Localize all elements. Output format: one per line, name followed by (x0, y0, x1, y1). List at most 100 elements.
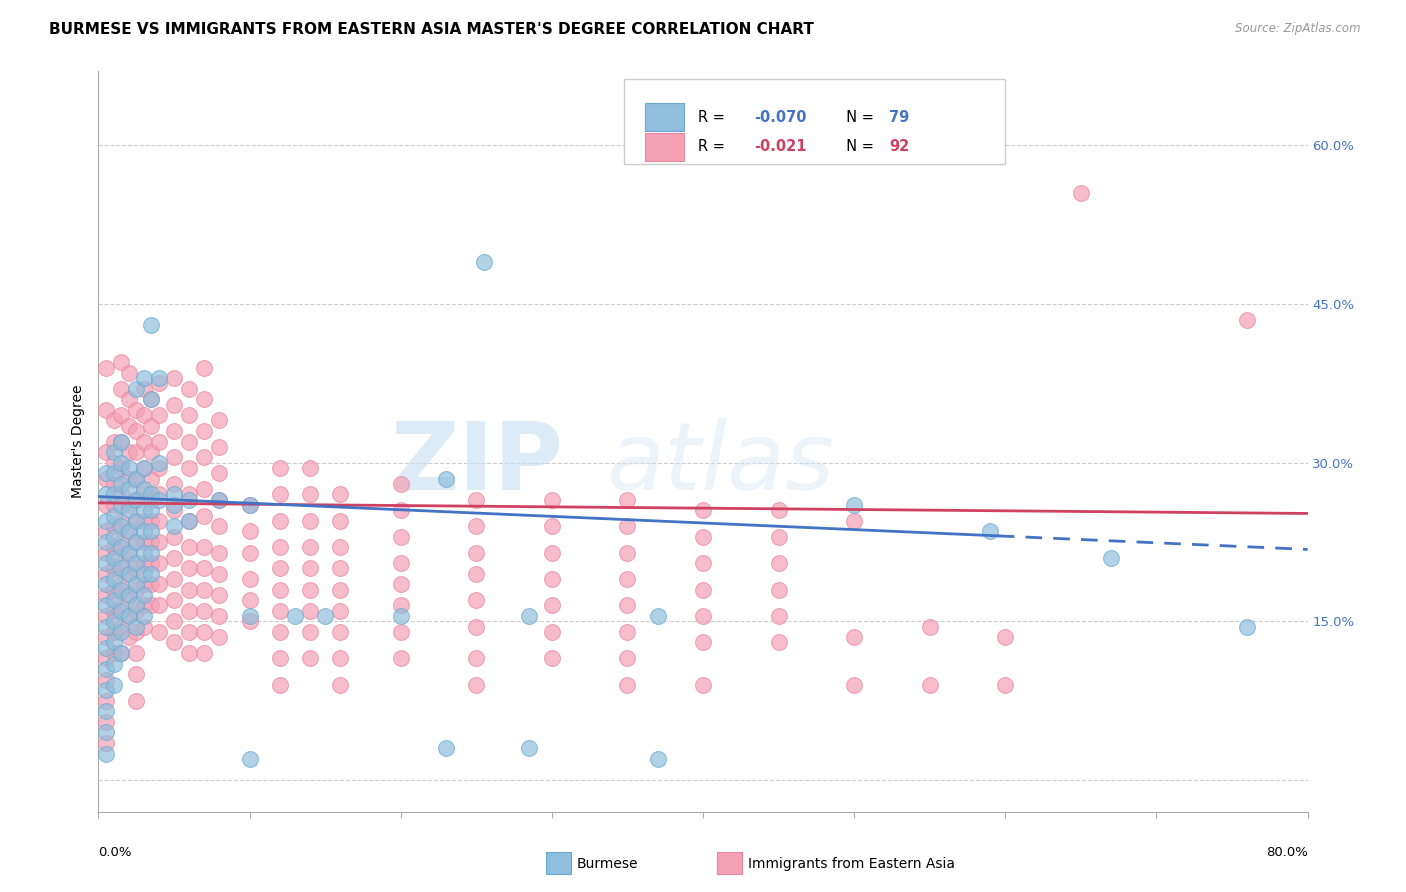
Point (125, 582, 148, 597)
Point (125, 646, 148, 660)
Point (141, 487, 163, 501)
Point (768, 503, 790, 517)
Point (94, 609, 117, 624)
Point (110, 541, 132, 555)
Point (163, 450, 186, 465)
Point (193, 624, 215, 639)
Point (692, 556, 714, 570)
Point (434, 741, 457, 756)
Point (94, 640, 117, 655)
Point (768, 556, 790, 570)
Point (163, 530, 186, 544)
Point (179, 561, 201, 575)
Point (193, 360, 215, 375)
Point (163, 498, 186, 512)
Point (208, 546, 231, 560)
Point (540, 599, 562, 613)
Point (103, 604, 125, 618)
Point (918, 678, 941, 692)
Point (118, 524, 141, 539)
Point (1070, 186, 1092, 200)
Point (103, 561, 125, 575)
Point (118, 609, 141, 624)
Point (179, 461, 201, 475)
Point (1236, 620, 1258, 634)
Point (329, 624, 352, 639)
Point (389, 577, 412, 591)
Point (110, 620, 132, 634)
Point (389, 476, 412, 491)
Point (132, 556, 155, 570)
Point (94, 714, 117, 729)
Point (125, 472, 148, 486)
Bar (645, 133, 683, 161)
Point (125, 556, 148, 570)
Point (110, 461, 132, 475)
Point (179, 492, 201, 507)
Point (141, 418, 163, 433)
Point (163, 615, 186, 629)
Point (110, 476, 132, 491)
Point (132, 535, 155, 549)
Point (132, 382, 155, 396)
Point (148, 535, 170, 549)
Point (148, 599, 170, 613)
Point (918, 620, 941, 634)
Point (179, 382, 201, 396)
Point (148, 461, 170, 475)
Point (141, 556, 163, 570)
Point (616, 492, 638, 507)
Point (299, 561, 322, 575)
Point (148, 487, 170, 501)
Point (118, 609, 141, 624)
Point (94, 472, 117, 486)
Point (125, 514, 148, 528)
Point (118, 524, 141, 539)
Point (329, 582, 352, 597)
Point (163, 371, 186, 385)
Point (208, 413, 231, 427)
Point (103, 467, 125, 481)
Point (110, 519, 132, 533)
Point (768, 635, 790, 649)
Point (179, 434, 201, 449)
Point (132, 577, 155, 591)
Point (616, 572, 638, 586)
Point (110, 456, 132, 470)
Point (132, 408, 155, 422)
Point (148, 408, 170, 422)
Point (141, 503, 163, 517)
Point (94, 566, 117, 581)
Point (208, 440, 231, 454)
Point (768, 609, 790, 624)
Point (616, 599, 638, 613)
Point (208, 467, 231, 481)
Point (94, 577, 117, 591)
Point (132, 487, 155, 501)
Point (179, 487, 201, 501)
Point (239, 498, 262, 512)
Point (465, 519, 488, 533)
Point (193, 424, 215, 438)
Point (540, 519, 562, 533)
Point (329, 487, 352, 501)
Point (329, 678, 352, 692)
Point (118, 392, 141, 407)
Point (647, 752, 669, 766)
Point (94, 683, 117, 698)
Point (616, 678, 638, 692)
Text: 0.0%: 0.0% (98, 847, 132, 859)
Point (110, 646, 132, 660)
Point (110, 487, 132, 501)
Point (329, 651, 352, 665)
Point (103, 624, 125, 639)
Point (141, 514, 163, 528)
Point (103, 487, 125, 501)
Point (132, 514, 155, 528)
Point (163, 503, 186, 517)
Point (616, 546, 638, 560)
Point (110, 577, 132, 591)
Point (163, 550, 186, 565)
Point (844, 498, 866, 512)
Point (163, 519, 186, 533)
